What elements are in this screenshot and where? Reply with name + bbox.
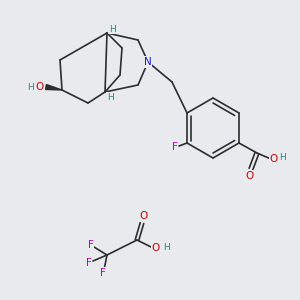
Text: F: F [100, 268, 106, 278]
Text: H: H [109, 25, 116, 34]
Text: O: O [270, 154, 278, 164]
Text: O: O [139, 211, 147, 221]
Text: F: F [88, 240, 94, 250]
Text: F: F [86, 258, 92, 268]
Text: O: O [36, 82, 44, 92]
Text: H: H [28, 82, 34, 91]
Text: F: F [172, 142, 178, 152]
Text: O: O [246, 171, 254, 181]
Text: N: N [144, 57, 152, 67]
Text: H: H [106, 92, 113, 101]
Text: O: O [152, 243, 160, 253]
Polygon shape [46, 85, 62, 90]
Text: H: H [280, 152, 286, 161]
Text: H: H [163, 242, 170, 251]
